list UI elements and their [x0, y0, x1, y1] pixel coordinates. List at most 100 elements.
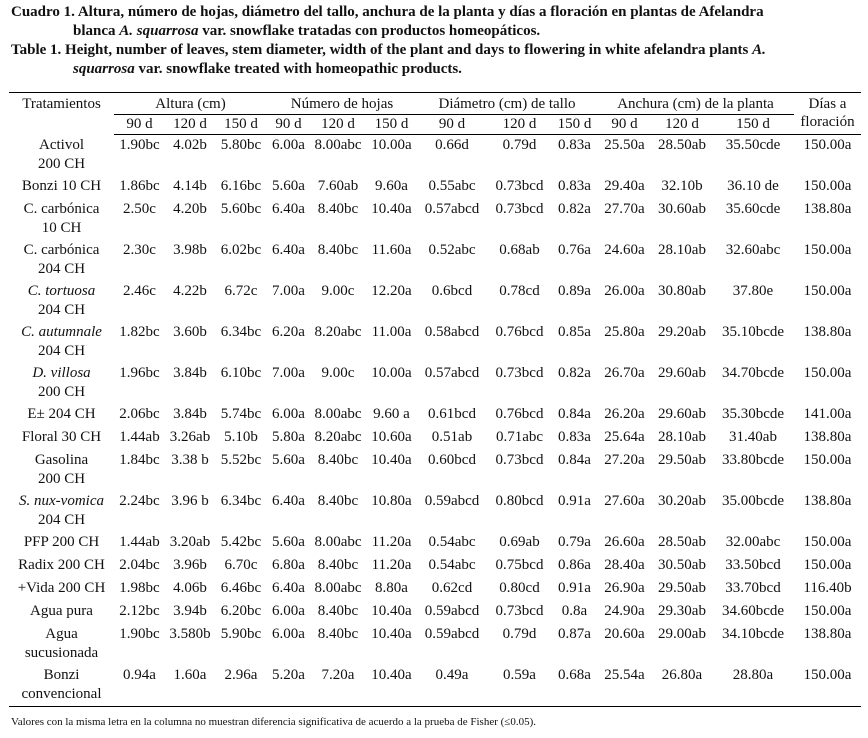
value-cell: 30.80ab [658, 283, 706, 299]
treatment-cell: S. nux-vomica 204 CH [9, 491, 114, 532]
value-cell: 0.89a [558, 283, 591, 299]
header-subcol: 90 d [597, 114, 652, 135]
value-cell: 0.71abc [495, 429, 544, 445]
value-cell: 2.06bc [119, 406, 160, 422]
value-cell: 6.40a [272, 580, 305, 596]
value-cell: 0.91a [558, 493, 591, 509]
value-cell: 0.58abcd [424, 324, 480, 340]
value-cell: 0.73bcd [495, 201, 544, 217]
value-cell: 24.90a [604, 603, 645, 619]
value-cell: 150.00a [803, 242, 852, 258]
treatment-cell: Activol 200 CH [9, 135, 114, 177]
value-cell: 7.20a [310, 665, 366, 707]
caption-es: Cuadro 1. Altura, número de hojas, diáme… [11, 4, 861, 41]
value-cell: 0.80cd [499, 580, 540, 596]
value-cell: 150.00a [803, 603, 852, 619]
header-row-groups: Tratamientos Altura (cm) Número de hojas… [9, 92, 861, 135]
value-cell: 0.79d [502, 137, 537, 153]
value-cell: 25.54a [597, 665, 652, 707]
treatment-cell: E± 204 CH [9, 404, 114, 427]
value-cell: 10.60a [371, 429, 412, 445]
value-cell: 5.10b [224, 429, 258, 445]
value-cell: 8.40bc [317, 557, 359, 573]
value-cell: 6.00a [272, 406, 305, 422]
value-cell: 29.50ab [658, 452, 706, 468]
caption-es-text: Altura, número de hojas, diámetro del ta… [77, 4, 764, 20]
treatment-name-line: 200 CH [37, 384, 86, 400]
value-cell: 0.59a [487, 665, 552, 707]
caption-en: Table 1. Height, number of leaves, stem … [11, 42, 861, 79]
value-cell: 150.00a [794, 665, 861, 707]
value-cell: 8.20abc [314, 429, 362, 445]
value-cell: 6.20bc [220, 603, 262, 619]
caption-en-species: squarrosa [73, 61, 135, 77]
value-cell: 0.54abc [428, 534, 476, 550]
value-cell: 1.98bc [119, 580, 160, 596]
value-cell: 10.80a [371, 493, 412, 509]
table-row: C. carbónica 10 CH 2.50c 4.20b 5.60bc 6.40a 8.… [9, 199, 861, 240]
value-cell: 0.57abcd [424, 365, 480, 381]
value-cell: 2.12bc [119, 603, 160, 619]
value-cell: 8.00abc [314, 580, 362, 596]
value-cell: 8.40bc [317, 626, 359, 642]
value-cell: 5.60a [272, 534, 305, 550]
value-cell: 150.00a [803, 365, 852, 381]
value-cell: 34.60bcde [721, 603, 785, 619]
value-cell: 28.50ab [658, 137, 706, 153]
value-cell: 12.20a [371, 283, 412, 299]
treatment-name-line: Radix 200 CH [18, 557, 105, 573]
value-cell: 8.00abc [314, 137, 362, 153]
value-cell: 4.14b [173, 178, 207, 194]
value-cell: 26.60a [604, 534, 645, 550]
value-cell: 20.60a [604, 626, 645, 642]
value-cell: 6.00a [272, 603, 305, 619]
treatment-name-line: Bonzi 10 CH [21, 178, 102, 194]
value-cell: 0.59abcd [424, 493, 480, 509]
treatment-name-line: 200 CH [37, 155, 86, 172]
header-subcol: 120 d [310, 114, 366, 135]
value-cell: 0.82a [558, 201, 591, 217]
value-cell: 10.40a [371, 603, 412, 619]
header-subcol: 150 d [366, 114, 417, 135]
value-cell: 10.40a [371, 626, 412, 642]
value-cell: 1.86bc [119, 178, 160, 194]
value-cell: 0.59abcd [424, 626, 480, 642]
value-cell: 29.50ab [658, 580, 706, 596]
value-cell: 0.82a [558, 365, 591, 381]
value-cell: 8.20abc [314, 324, 362, 340]
header-treatments: Tratamientos [9, 92, 114, 135]
treatment-name-line: 204 CH [37, 512, 86, 528]
value-cell: 33.50bcd [725, 557, 781, 573]
value-cell: 26.80a [652, 665, 712, 707]
value-cell: 0.55abc [428, 178, 476, 194]
header-group-width: Anchura (cm) de la planta [597, 92, 794, 115]
treatment-cell: PFP 200 CH [9, 532, 114, 555]
value-cell: 138.80a [803, 626, 852, 642]
value-cell: 0.69ab [499, 534, 540, 550]
value-cell: 28.40a [604, 557, 645, 573]
treatment-name-line: Bonzi [43, 667, 80, 683]
value-cell: 5.80bc [220, 137, 262, 153]
value-cell: 7.60ab [317, 178, 359, 194]
value-cell: 8.40bc [317, 201, 359, 217]
value-cell: 5.20a [267, 665, 310, 707]
value-cell: 0.60bcd [428, 452, 476, 468]
value-cell: 25.50a [604, 137, 645, 153]
value-cell: 0.85a [558, 324, 591, 340]
header-subcol: 120 d [652, 114, 712, 135]
header-subcol: 150 d [215, 114, 267, 135]
value-cell: 8.40bc [317, 452, 359, 468]
value-cell: 6.16bc [220, 178, 262, 194]
table-row: Bonzi 10 CH 1.86bc 4.14b 6.16bc 5.60a 7.60ab 9… [9, 176, 861, 199]
value-cell: 4.02b [173, 137, 207, 153]
value-cell: 0.52abc [428, 242, 476, 258]
value-cell: 6.40a [272, 201, 305, 217]
value-cell: 0.83a [558, 429, 591, 445]
value-cell: 0.59abcd [424, 603, 480, 619]
value-cell: 0.79d [502, 626, 537, 642]
treatment-name-line: S. nux-vomica [19, 493, 104, 509]
header-days-2: floración [794, 114, 861, 135]
table-row: C. tortuosa 204 CH 2.46c 4.22b 6.72c 7.00a 9.0… [9, 281, 861, 322]
value-cell: 35.30bcde [721, 406, 785, 422]
value-cell: 3.20ab [169, 534, 211, 550]
